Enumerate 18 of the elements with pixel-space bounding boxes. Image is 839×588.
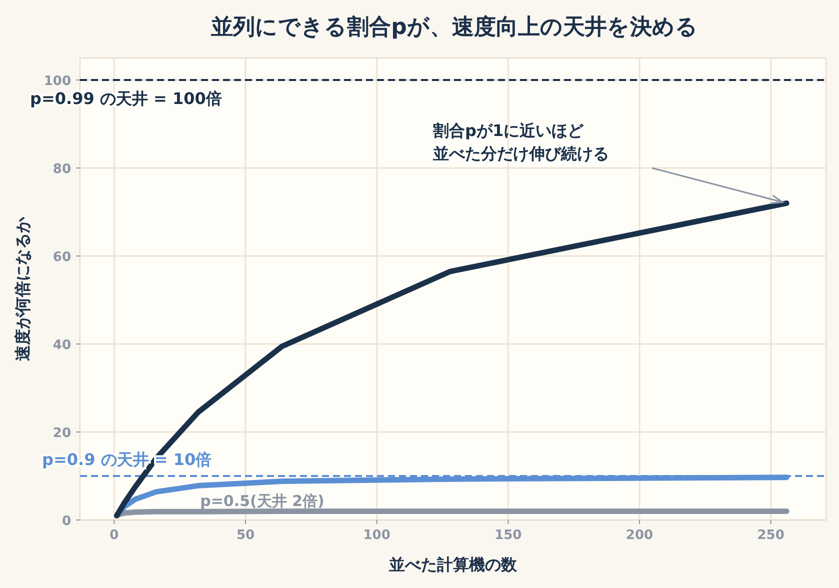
annotation: 割合pが1に近いほど並べた分だけ伸び続ける [432,121,609,163]
x-tick-label: 150 [494,528,522,543]
x-tick-label: 250 [757,528,784,543]
x-tick-label: 100 [363,528,390,543]
x-tick-label: 50 [236,528,255,543]
x-axis-title: 並べた計算機の数 [388,555,518,574]
y-tick-label: 100 [44,74,71,89]
y-axis-title: 速度が何倍になるか [13,216,32,361]
y-tick-label: 0 [62,514,71,529]
x-tick-label: 200 [626,528,654,543]
y-tick-label: 40 [52,338,71,353]
ref-line-label: p=0.99 の天井 = 100倍 [30,89,222,108]
y-tick-label: 20 [52,426,71,441]
y-tick-label: 60 [52,250,71,265]
chart-title: 並列にできる割合pが、速度向上の天井を決める [210,14,698,40]
series-label: p=0.5(天井 2倍) [200,492,324,510]
x-tick-label: 0 [110,528,119,543]
y-tick-label: 80 [52,162,71,177]
